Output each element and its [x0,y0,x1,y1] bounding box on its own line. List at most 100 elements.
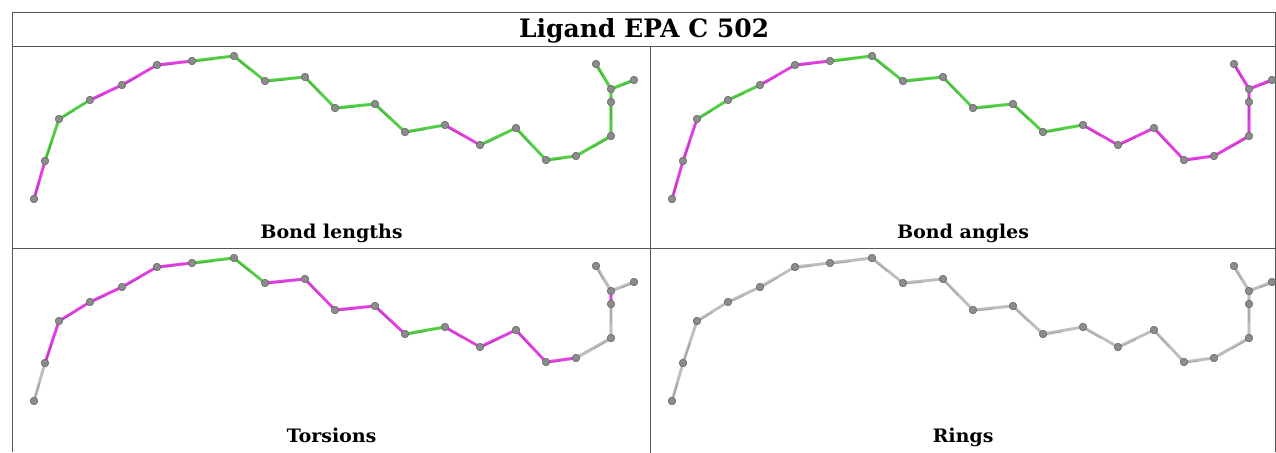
bond-shade [515,128,532,146]
bond [478,328,518,349]
bond [190,54,236,63]
bond [333,102,377,110]
atom [1078,121,1087,130]
bond-shade [515,330,532,348]
bond-shade [304,77,321,95]
ligand-figure: Ligand EPA C 502 Bond lengths Bond angle… [12,12,1276,453]
atom [867,52,876,60]
atom [630,277,639,286]
bond [793,59,832,67]
bond-shade [374,104,391,120]
bond [971,102,1015,110]
atom [968,306,977,315]
atom [1268,76,1276,84]
atom [678,157,687,166]
atom [29,396,38,405]
panel-torsions: Torsions [13,249,651,453]
atom [475,343,484,352]
caption-rings: Rings [932,425,994,447]
atom [1245,287,1254,296]
bond-shade [444,327,463,339]
bond-shade [871,258,888,273]
atom [693,317,702,326]
bond [828,256,874,265]
bond [1232,264,1251,293]
atom [1245,85,1254,94]
atom [1038,330,1047,339]
bond [901,277,945,285]
atom [898,76,907,85]
bond-shade [942,279,959,297]
atom [475,141,484,150]
bond [1152,126,1186,162]
bond-shade [444,125,463,137]
atom [630,75,639,84]
bond-shade [1231,338,1250,350]
bond-shade [1012,306,1029,322]
bond [1041,325,1085,336]
bond-shade [593,338,612,350]
bond-shade [871,56,888,71]
bond [443,123,482,147]
molecule-torsions [29,254,639,405]
bond-shade [304,279,321,297]
caption-bond-lengths: Bond lengths [260,221,403,243]
atom [724,96,733,105]
bond [120,63,159,87]
bond [726,285,762,304]
atom [542,156,551,165]
atom [55,115,64,124]
bond [544,154,578,162]
bond [574,336,613,360]
atom [1113,141,1122,150]
atom [300,274,309,283]
bond [43,117,61,163]
atom [1149,124,1158,133]
atom [572,354,581,363]
atom [1008,302,1017,311]
bond [870,54,905,83]
molecule-bond-angles [667,52,1276,203]
atom [756,283,765,292]
bond [1081,325,1120,349]
bond [88,285,124,304]
bond [681,319,699,365]
atom [1180,358,1189,367]
atom [825,56,834,65]
atom [330,306,339,315]
atom [1078,323,1087,332]
bond [609,78,636,91]
atom [118,283,127,292]
atom [938,274,947,283]
atom [187,56,196,65]
bond [57,98,92,121]
bond-shade [593,136,612,148]
atom [1210,152,1219,161]
bond [32,361,47,403]
atom [667,194,676,203]
atom [440,121,449,130]
bond [1081,123,1120,147]
atom [1245,98,1254,107]
atom [229,254,238,262]
atom [607,334,616,343]
bond [670,159,685,201]
bond [941,277,975,312]
atom [187,258,196,267]
bond [263,277,307,285]
bond [574,134,613,158]
atom [938,72,947,81]
atom [1245,300,1254,309]
bond-shade [1082,125,1101,137]
bond [1011,304,1045,336]
atom [370,100,379,109]
bond [828,54,874,63]
atom [260,76,269,85]
atom [592,59,601,68]
atom [152,60,161,69]
bond [1116,126,1156,147]
bond [478,126,518,147]
atom [1113,343,1122,352]
bond [1116,328,1156,349]
atom [118,81,127,90]
